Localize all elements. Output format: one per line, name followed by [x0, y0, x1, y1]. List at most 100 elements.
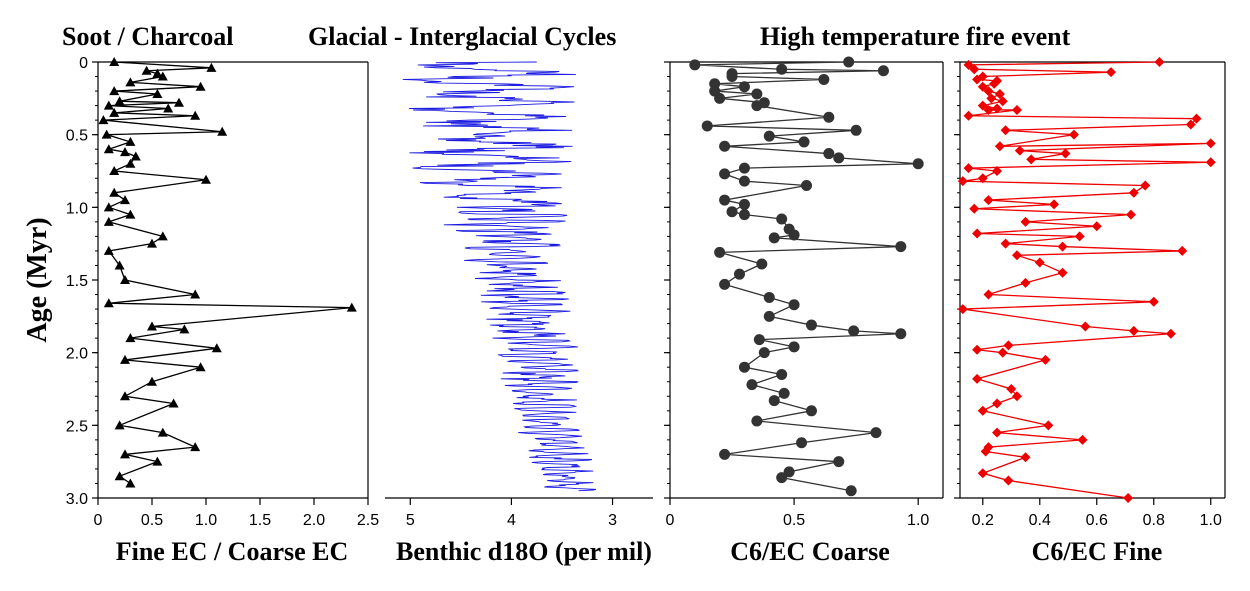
data-point: [1003, 475, 1014, 486]
data-point: [125, 209, 136, 219]
series-line: [103, 61, 352, 485]
y-tick-label: 1.0: [66, 200, 88, 217]
data-point: [788, 299, 800, 311]
x-tick-label: 0.5: [783, 512, 805, 529]
data-point: [109, 107, 120, 117]
panel4-xlabel: C6/EC Fine: [1032, 537, 1163, 566]
data-point: [848, 325, 860, 337]
data-layer: [98, 56, 1216, 503]
data-point: [1154, 57, 1165, 67]
data-point: [103, 245, 114, 255]
x-tick-label: 5: [406, 512, 415, 529]
data-point: [1177, 245, 1188, 256]
x-tick-label: 0.6: [1086, 512, 1108, 529]
data-point: [751, 88, 763, 100]
data-point: [157, 231, 168, 241]
data-point: [1020, 216, 1031, 227]
data-point: [738, 81, 750, 93]
data-point: [823, 111, 835, 123]
data-point: [163, 103, 174, 113]
data-point: [977, 81, 988, 92]
data-point: [120, 391, 130, 401]
data-point: [101, 129, 112, 139]
x-tick-label: 3: [608, 512, 617, 529]
data-point: [1040, 354, 1051, 365]
data-point: [109, 86, 120, 96]
x-tick-label: 0: [94, 512, 103, 529]
data-point: [1074, 231, 1085, 242]
data-point: [1148, 296, 1159, 307]
data-point: [1011, 391, 1022, 402]
data-point: [1003, 340, 1014, 351]
data-point: [738, 162, 750, 174]
data-point: [776, 63, 788, 75]
series-line: [694, 61, 919, 492]
data-point: [977, 100, 988, 111]
data-point: [843, 56, 855, 68]
x-tick-label: 1.0: [1200, 512, 1222, 529]
data-point: [726, 206, 738, 218]
data-point: [114, 471, 125, 481]
data-point: [125, 333, 136, 343]
panel2-xlabel: Benthic d18O (per mil): [396, 537, 652, 566]
data-point: [1000, 238, 1011, 249]
data-point: [992, 398, 1003, 409]
data-point: [972, 228, 983, 239]
data-point: [895, 328, 907, 340]
data-point: [788, 341, 800, 353]
data-point: [801, 180, 812, 192]
data-point: [912, 158, 924, 170]
data-point: [992, 427, 1003, 438]
data-point: [1014, 145, 1025, 156]
data-point: [195, 81, 206, 91]
x-tick-label: 0.2: [972, 512, 994, 529]
data-point: [1026, 154, 1037, 165]
data-point: [114, 260, 125, 270]
data-point: [992, 103, 1003, 114]
data-point: [977, 468, 988, 479]
data-point: [738, 198, 750, 210]
data-point: [168, 398, 179, 408]
data-point: [147, 376, 157, 386]
data-point: [983, 289, 994, 300]
data-point: [1020, 452, 1031, 463]
data-point: [751, 100, 763, 112]
data-point: [833, 456, 845, 468]
data-point: [983, 195, 994, 206]
data-point: [972, 74, 983, 85]
data-point: [986, 93, 997, 104]
data-point: [870, 427, 882, 439]
panel-1-axes: 0 0.5 1.0 1.5 2.0 2.5 3.0 0 0.5 1.0 1.5 2.0 2.5: [66, 55, 379, 529]
y-tick-label: 0: [79, 55, 88, 72]
data-point: [1140, 180, 1151, 191]
data-point: [833, 152, 845, 164]
data-point: [125, 158, 136, 168]
data-point: [796, 437, 808, 449]
data-point: [114, 420, 125, 430]
x-tick-label: 1.5: [249, 512, 271, 529]
data-point: [738, 175, 750, 187]
data-point: [1185, 119, 1196, 130]
data-point: [179, 324, 190, 334]
panel-1-series: [98, 57, 357, 488]
data-point: [98, 115, 109, 125]
data-point: [983, 104, 994, 115]
data-point: [719, 194, 731, 206]
data-point: [152, 68, 163, 78]
data-point: [109, 166, 120, 175]
data-point: [957, 176, 968, 187]
x-tick-label: 4: [507, 512, 516, 529]
data-point: [719, 140, 731, 152]
data-point: [1049, 199, 1060, 210]
data-point: [992, 166, 1003, 176]
axes-layer: 00.51.01.52.02.53.00 0.5 1.0 1.5 2.0 2.5 5 4 3 0 0…: [66, 55, 1226, 529]
data-point: [972, 373, 983, 384]
data-point: [963, 110, 974, 121]
d18o-series-line: [402, 61, 597, 492]
data-point: [195, 362, 206, 372]
data-point: [147, 238, 157, 248]
data-point: [157, 71, 168, 81]
data-point: [977, 173, 988, 184]
data-point: [983, 86, 994, 97]
data-point: [768, 395, 780, 407]
